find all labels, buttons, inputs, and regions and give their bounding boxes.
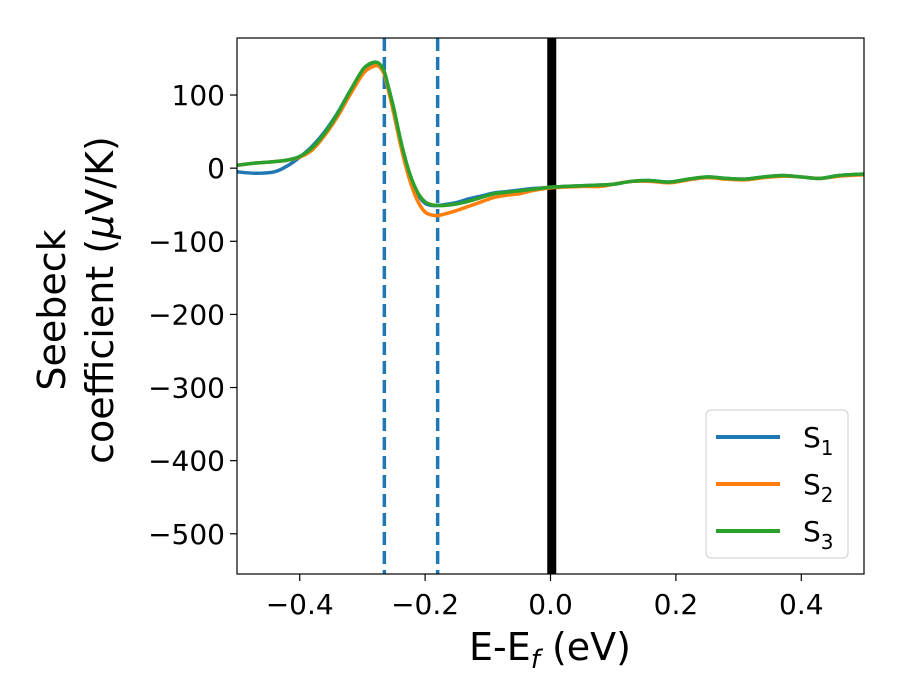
y-axis-label-line1: Seebeck <box>30 229 74 390</box>
vertical-markers <box>382 38 557 574</box>
series-line-s3 <box>237 60 864 208</box>
legend-label-main: S <box>803 421 821 454</box>
legend-label-s1: S1 <box>803 421 834 460</box>
y-axis-label-line2: coefficient (μV/K) <box>78 136 122 464</box>
series-lines <box>237 60 864 218</box>
y-tick-label: −400 <box>148 445 225 478</box>
x-axis-ticks: −0.4 −0.2 0.0 0.2 0.4 <box>266 574 824 621</box>
y-axis-label-unit: V/K) <box>78 136 122 215</box>
legend-label-s2: S2 <box>803 468 834 507</box>
x-tick-label: 0.0 <box>528 588 573 621</box>
y-tick-label: −100 <box>148 225 225 258</box>
y-axis-label-mu: μ <box>78 215 122 240</box>
x-axis-label: E-Ef (eV) <box>469 625 631 675</box>
x-tick-label: −0.2 <box>391 588 459 621</box>
legend-label-s3: S3 <box>803 515 834 554</box>
y-axis-label-line2-main: coefficient ( <box>78 239 122 464</box>
y-tick-label: −300 <box>148 372 225 405</box>
legend-label-sub: 3 <box>821 530 834 554</box>
x-axis-label-main: E-E <box>469 625 531 669</box>
y-axis-ticks: 100 0 −100 −200 −300 −400 −500 <box>148 79 237 551</box>
legend-label-main: S <box>803 468 821 501</box>
x-tick-label: 0.2 <box>654 588 699 621</box>
y-tick-label: −200 <box>148 298 225 331</box>
y-tick-label: −500 <box>148 518 225 551</box>
legend-label-main: S <box>803 515 821 548</box>
x-tick-label: −0.4 <box>266 588 334 621</box>
x-tick-label: 0.4 <box>779 588 824 621</box>
legend-label-sub: 2 <box>821 483 834 507</box>
x-axis-label-unit: (eV) <box>540 625 631 669</box>
y-tick-label: 0 <box>207 152 225 185</box>
legend-label-sub: 1 <box>821 436 834 460</box>
y-tick-label: 100 <box>172 79 225 112</box>
